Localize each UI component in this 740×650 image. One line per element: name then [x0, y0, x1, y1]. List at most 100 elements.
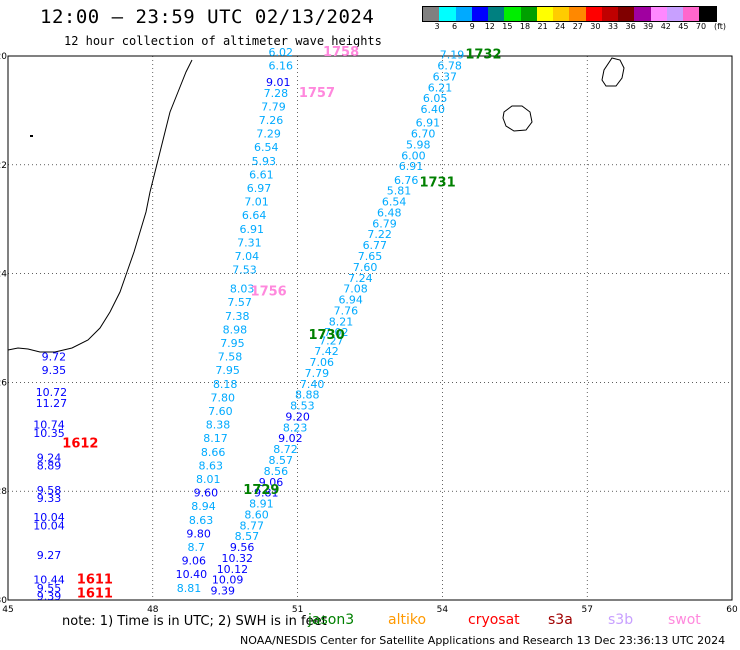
- wave-height-value: 6.40: [420, 103, 445, 116]
- wave-height-value: 8.7: [187, 541, 205, 554]
- wave-height-value: 8.57: [268, 454, 293, 467]
- satellite-jason3: jason3: [308, 612, 355, 628]
- legend-swatch: [536, 7, 553, 21]
- legend-label: 33: [607, 22, 619, 31]
- pass-label: 1756: [251, 284, 287, 299]
- wave-height-value: 7.31: [237, 236, 262, 249]
- satellite-s3a: s3a: [548, 612, 573, 628]
- wave-height-value: 6.37: [433, 70, 458, 83]
- wave-height-value: 6.48: [377, 206, 402, 219]
- lon-tick-label: 51: [292, 605, 303, 615]
- wave-height-value: 9.24: [37, 451, 62, 464]
- satellite-altiko: altiko: [388, 612, 427, 628]
- wave-height-value: 6.54: [382, 196, 407, 209]
- wave-height-value: 7.60: [208, 405, 233, 418]
- wave-height-value: 7.58: [218, 351, 243, 364]
- legend-label: 36: [625, 22, 636, 31]
- wave-height-value: 6.91: [239, 223, 264, 236]
- wave-height-value: 8.91: [249, 498, 274, 511]
- legend-swatch: [618, 7, 635, 21]
- legend-swatch: [439, 7, 456, 21]
- wave-height-value: 10.72: [36, 386, 68, 399]
- mauritius-coastline: [601, 57, 625, 87]
- legend-label: 39: [643, 22, 654, 31]
- wave-height-value: 8.60: [244, 508, 269, 521]
- satellite-s3b: s3b: [608, 612, 634, 628]
- legend-swatch: [601, 7, 618, 21]
- map-grid: [7, 55, 733, 601]
- wave-height-value: 8.94: [191, 500, 216, 513]
- legend-label: 12: [484, 22, 495, 31]
- legend-swatch: [666, 7, 683, 21]
- legend-label: 45: [678, 22, 689, 31]
- wave-height-value: 9.02: [278, 432, 303, 445]
- wave-height-value: 10.04: [33, 511, 65, 524]
- wave-height-value: 10.35: [33, 427, 65, 440]
- pass-label: 1758: [323, 45, 359, 60]
- wave-height-value: 10.74: [33, 419, 65, 432]
- wave-height-value: 9.80: [186, 527, 211, 540]
- wave-height-value: 6.79: [372, 217, 397, 230]
- pass-label: 1612: [62, 437, 98, 452]
- wave-height-value: 7.95: [220, 337, 245, 350]
- wave-height-value: 9.06: [259, 476, 284, 489]
- wave-height-value: 8.21: [329, 315, 354, 328]
- legend-swatch: [683, 7, 700, 21]
- wave-height-value: 7.29: [256, 128, 281, 141]
- wave-height-value: 11.27: [36, 397, 68, 410]
- pass-label: 1732: [465, 48, 501, 63]
- wave-height-value: 10.40: [176, 568, 208, 581]
- wave-height-value: 5.93: [252, 155, 277, 168]
- wave-height-value: 8.63: [198, 459, 223, 472]
- wave-height-value: 6.05: [423, 92, 448, 105]
- map-frame: [7, 55, 733, 601]
- map-title: 12:00 – 23:59 UTC 02/13/2024: [40, 6, 375, 28]
- legend-swatch: [569, 7, 586, 21]
- wave-height-value: 10.04: [33, 519, 65, 532]
- wave-height-value: 7.53: [232, 264, 257, 277]
- lon-tick-label: 57: [581, 605, 592, 615]
- wave-height-value: 6.02: [268, 46, 293, 59]
- lon-tick-label: 60: [726, 605, 738, 615]
- legend-label: 18: [519, 22, 531, 31]
- wave-height-value: 6.00: [401, 149, 426, 162]
- wave-height-value: 6.77: [363, 239, 388, 252]
- wave-height-value: 6.78: [437, 60, 462, 73]
- wave-height-value: 9.56: [230, 541, 255, 554]
- footnote: note: 1) Time is in UTC; 2) SWH is in fe…: [62, 614, 327, 629]
- wave-height-value: 7.26: [259, 114, 284, 127]
- map-subtitle: 12 hour collection of altimeter wave hei…: [64, 34, 382, 48]
- wave-height-value: 10.12: [217, 563, 249, 576]
- pass-label: 1611: [77, 586, 113, 601]
- legend-swatch: [423, 7, 440, 21]
- wave-height-value: 6.76: [394, 174, 419, 187]
- satellite-cryosat: cryosat: [468, 612, 520, 628]
- wave-height-value: 8.63: [189, 514, 214, 527]
- wave-height-value: 8.72: [273, 443, 298, 456]
- wave-height-value: 7.79: [261, 100, 286, 113]
- wave-height-value: 5.98: [406, 138, 431, 151]
- wave-height-value: 8.98: [223, 323, 248, 336]
- madagascar-coastline: [7, 59, 193, 353]
- wave-height-value: 9.35: [42, 364, 67, 377]
- legend-label: 24: [555, 22, 566, 31]
- wave-height-value: 9.58: [37, 484, 62, 497]
- pass-label: 1611: [77, 573, 113, 588]
- wave-height-value: 8.01: [196, 473, 221, 486]
- legend-label: 27: [572, 22, 583, 31]
- legend-label: 9: [469, 22, 475, 31]
- wave-height-value: 8.03: [230, 283, 255, 296]
- legend-swatch: [504, 7, 521, 21]
- legend-label: 15: [502, 22, 513, 31]
- legend-unit: (ft): [713, 22, 727, 31]
- wave-height-value: 7.76: [334, 304, 359, 317]
- legend-swatch: [699, 7, 716, 21]
- wave-height-value: 5.81: [387, 185, 412, 198]
- wave-height-value: 8.56: [264, 465, 289, 478]
- wave-height-value: 7.40: [300, 378, 325, 391]
- legend-swatch: [650, 7, 667, 21]
- wave-height-value: 7.22: [367, 228, 392, 241]
- wave-height-values: 6.026.169.017.287.797.267.296.545.936.61…: [33, 46, 464, 603]
